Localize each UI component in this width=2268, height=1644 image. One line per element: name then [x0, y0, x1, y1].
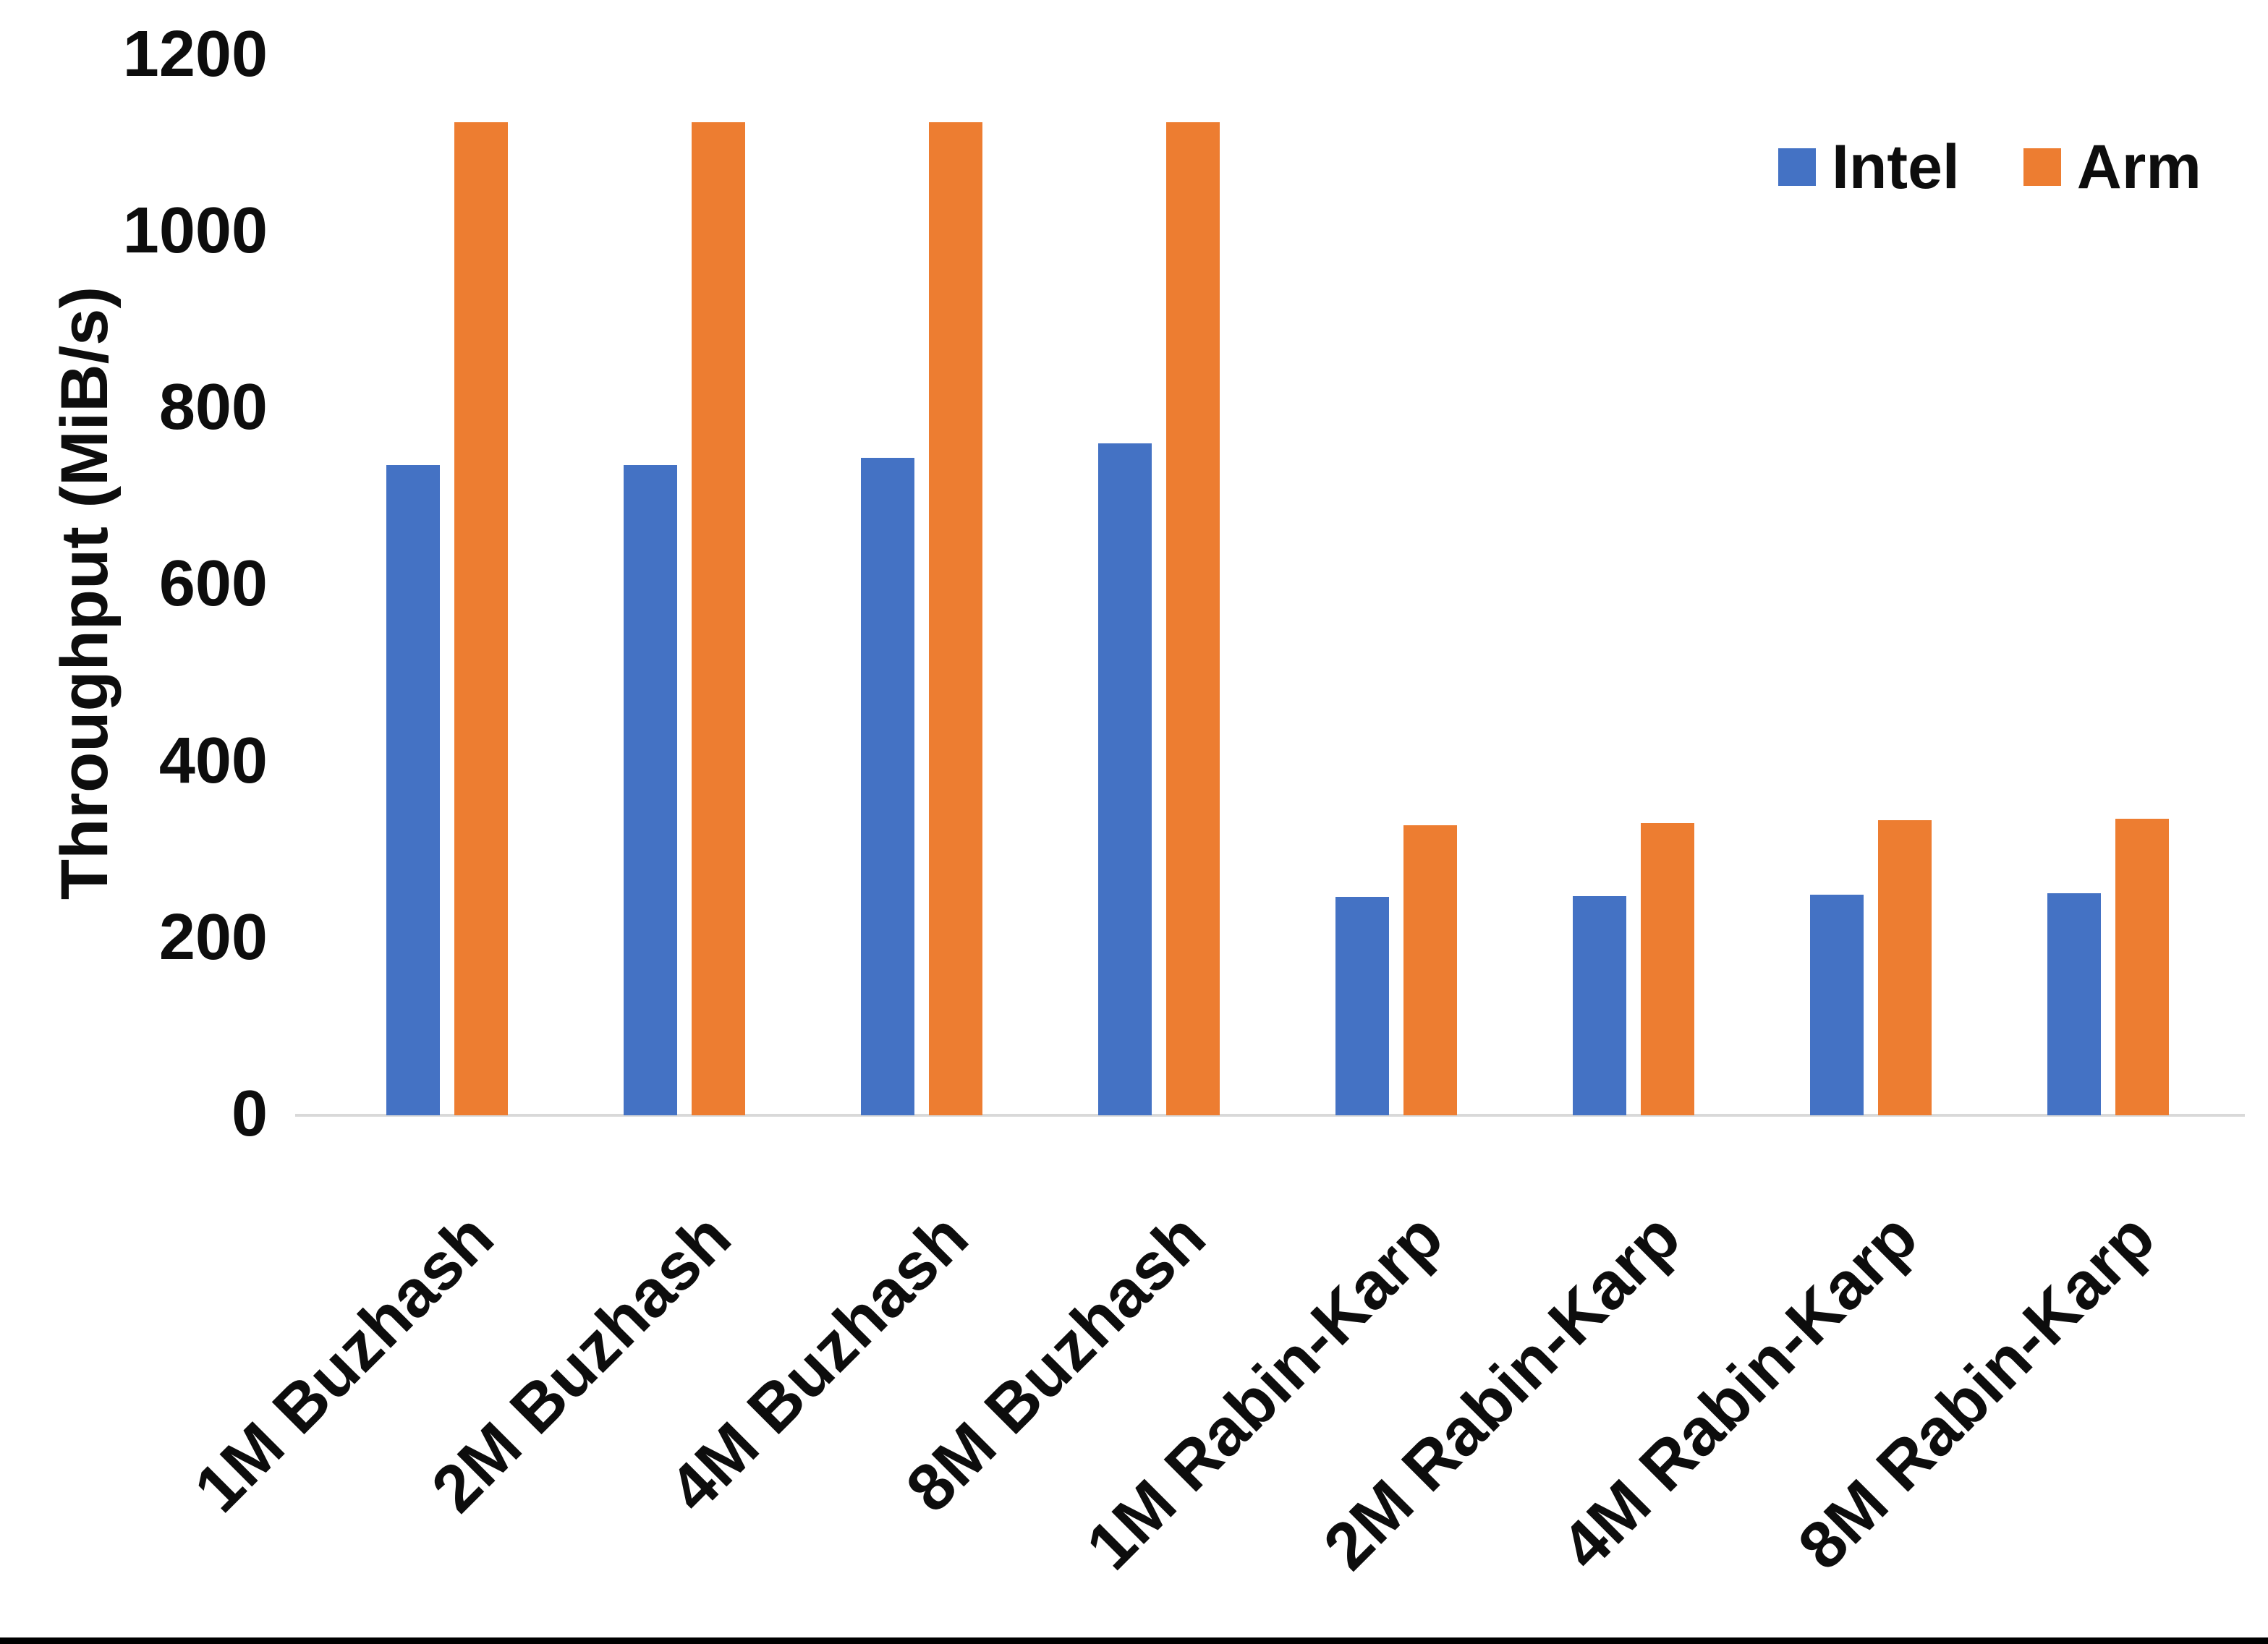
bar-arm-2m-buzhash [692, 122, 745, 1115]
legend-label-arm: Arm [2076, 132, 2201, 202]
legend-label-intel: Intel [1832, 132, 1960, 202]
bar-arm-2m-rabin-karp [1641, 822, 1694, 1115]
bar-intel-4m-buzhash [861, 458, 914, 1115]
bar-arm-8m-rabin-karp [2115, 818, 2169, 1115]
legend-item-intel: Intel [1778, 136, 1960, 198]
y-tick-label-0: 0 [231, 1078, 268, 1151]
y-tick-label-200: 200 [158, 900, 268, 974]
legend-item-arm: Arm [2023, 136, 2201, 198]
bar-arm-4m-rabin-karp [1878, 820, 1932, 1115]
bar-intel-2m-buzhash [624, 465, 677, 1115]
x-axis-line [295, 1114, 2245, 1117]
bar-intel-4m-rabin-karp [1810, 894, 1864, 1115]
legend: Intel Arm [1778, 136, 2201, 198]
bar-arm-1m-rabin-karp [1403, 825, 1457, 1115]
y-tick-label-800: 800 [158, 371, 268, 444]
bar-arm-8m-buzhash [1166, 122, 1220, 1115]
bar-arm-1m-buzhash [454, 122, 508, 1115]
bar-intel-1m-buzhash [386, 465, 440, 1115]
bar-arm-4m-buzhash [929, 122, 982, 1115]
y-axis-title: Throughput (MiB/s) [48, 286, 122, 900]
y-tick-label-600: 600 [158, 548, 268, 621]
bar-intel-1m-rabin-karp [1335, 897, 1389, 1115]
y-tick-label-1000: 1000 [122, 194, 268, 267]
bar-intel-8m-buzhash [1098, 443, 1152, 1115]
bar-intel-2m-rabin-karp [1573, 896, 1626, 1115]
legend-swatch-arm [2023, 148, 2061, 186]
bottom-border-bar [0, 1637, 2268, 1644]
legend-swatch-intel [1778, 148, 1816, 186]
y-tick-label-400: 400 [158, 724, 268, 797]
y-tick-label-1200: 1200 [122, 17, 268, 90]
bar-intel-8m-rabin-karp [2047, 893, 2101, 1115]
